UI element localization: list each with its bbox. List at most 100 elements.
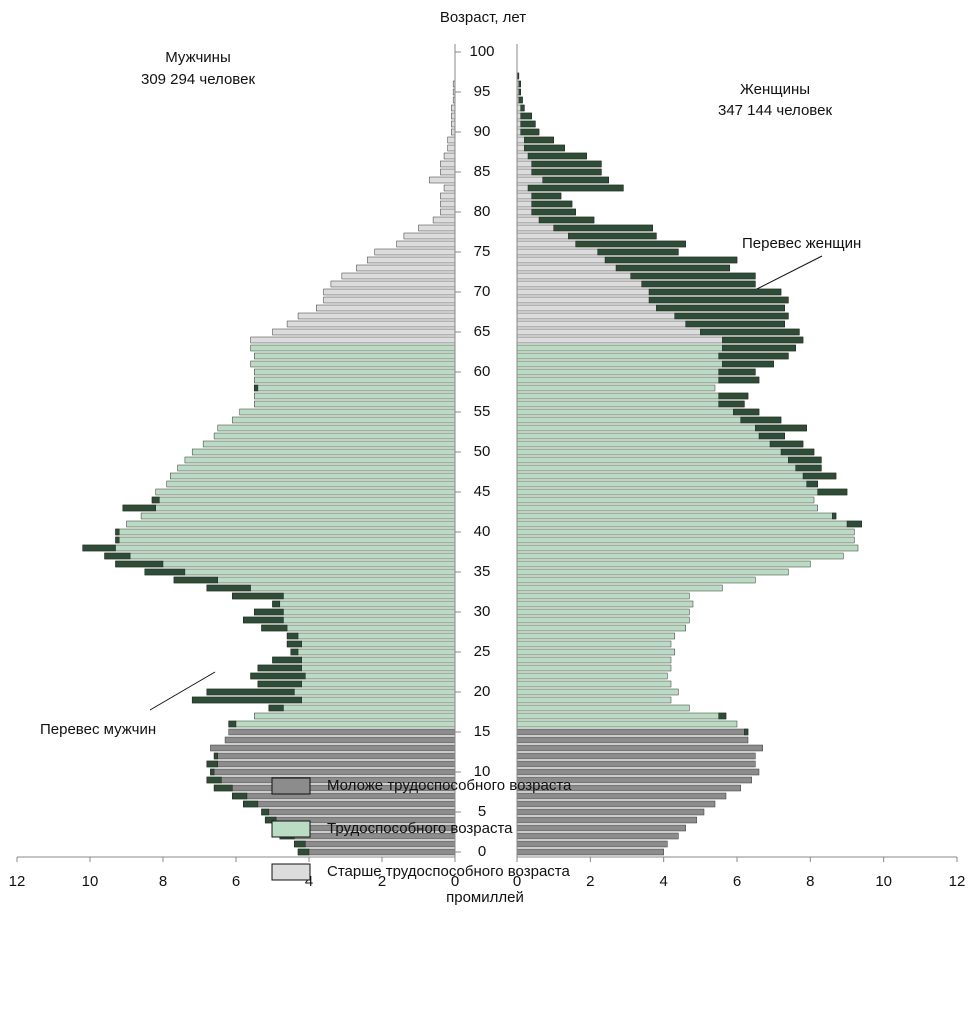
excess-male xyxy=(191,696,302,704)
bar-male xyxy=(213,752,456,760)
bar-male xyxy=(451,112,456,120)
bar-female xyxy=(516,392,749,400)
excess-male xyxy=(250,672,306,680)
excess-female xyxy=(733,408,760,416)
excess-female xyxy=(597,248,679,256)
excess-female xyxy=(758,432,785,440)
bar-female xyxy=(516,504,818,512)
bar-male xyxy=(115,536,456,544)
excess-female xyxy=(604,256,738,264)
bar-male xyxy=(206,760,456,768)
excess-male xyxy=(232,592,284,600)
bar-female xyxy=(516,616,690,624)
excess-female xyxy=(780,448,815,456)
bar-male xyxy=(170,472,456,480)
x-tick-label-left: 0 xyxy=(451,873,459,890)
bar-male xyxy=(217,424,456,432)
bar-male xyxy=(432,216,456,224)
excess-male xyxy=(206,760,219,768)
excess-male xyxy=(243,616,284,624)
bar-male xyxy=(228,720,456,728)
right-title: Женщины xyxy=(740,81,810,98)
bar-female xyxy=(516,680,672,688)
excess-male xyxy=(151,496,160,504)
excess-male xyxy=(232,792,248,800)
legend-label: Трудоспособного возраста xyxy=(327,820,513,837)
excess-male xyxy=(257,664,302,672)
bar-male xyxy=(272,328,456,336)
excess-female xyxy=(575,240,686,248)
bar-male xyxy=(294,840,456,848)
bar-male xyxy=(210,768,456,776)
legend-label: Моложе трудоспособного возраста xyxy=(327,777,572,794)
bar-female xyxy=(516,544,859,552)
x-tick-label-right: 12 xyxy=(949,873,966,890)
excess-female xyxy=(542,176,609,184)
bar-male xyxy=(115,528,456,536)
y-tick-label: 5 xyxy=(478,803,486,820)
annotation-line xyxy=(149,671,216,711)
bar-male xyxy=(297,848,456,856)
x-axis-label: промиллей xyxy=(446,889,524,906)
excess-female xyxy=(524,136,554,144)
x-tick-label-left: 4 xyxy=(305,873,313,890)
y-tick-label: 100 xyxy=(469,43,494,60)
bar-male xyxy=(429,176,456,184)
excess-female xyxy=(755,424,807,432)
bar-male xyxy=(443,184,456,192)
bar-male xyxy=(447,136,456,144)
bar-female xyxy=(516,456,822,464)
excess-female xyxy=(615,264,730,272)
y-tick-label: 65 xyxy=(474,323,491,340)
bar-male xyxy=(243,800,456,808)
legend-swatch xyxy=(271,863,311,881)
excess-female xyxy=(718,712,727,720)
bar-male xyxy=(447,144,456,152)
bar-female xyxy=(516,552,844,560)
excess-male xyxy=(213,784,233,792)
y-tick-label: 10 xyxy=(474,763,491,780)
bar-female xyxy=(516,840,668,848)
bar-male xyxy=(254,712,456,720)
bar-female xyxy=(516,848,664,856)
x-tick-label-left: 10 xyxy=(82,873,99,890)
excess-female xyxy=(527,184,624,192)
bar-male xyxy=(254,376,456,384)
left-subtitle: 309 294 человек xyxy=(141,71,255,88)
y-tick-label: 15 xyxy=(474,723,491,740)
excess-female xyxy=(648,288,782,296)
y-tick-label: 55 xyxy=(474,403,491,420)
bar-male xyxy=(316,304,456,312)
bar-female xyxy=(516,664,672,672)
bar-male xyxy=(126,520,456,528)
bar-female xyxy=(516,832,679,840)
bar-female xyxy=(516,736,749,744)
bar-male xyxy=(250,360,456,368)
legend-swatch xyxy=(271,777,311,795)
excess-female xyxy=(538,216,595,224)
bar-male xyxy=(155,488,456,496)
excess-female xyxy=(722,360,774,368)
bar-male xyxy=(250,336,456,344)
excess-female xyxy=(740,416,782,424)
x-tick-label-right: 0 xyxy=(513,873,521,890)
excess-male xyxy=(257,680,302,688)
bar-female xyxy=(516,440,804,448)
excess-female xyxy=(817,488,848,496)
bar-male xyxy=(115,560,456,568)
bar-female xyxy=(516,592,690,600)
bar-female xyxy=(516,816,697,824)
bar-male xyxy=(290,648,456,656)
bar-male xyxy=(261,808,456,816)
bar-male xyxy=(213,432,456,440)
excess-female xyxy=(656,304,785,312)
bar-female xyxy=(516,632,675,640)
y-tick-label: 80 xyxy=(474,203,491,220)
y-tick-label: 60 xyxy=(474,363,491,380)
excess-male xyxy=(243,800,259,808)
bar-male xyxy=(403,232,456,240)
bar-female xyxy=(516,760,756,768)
excess-female xyxy=(722,344,796,352)
bar-male xyxy=(268,704,456,712)
bar-female xyxy=(516,728,749,736)
